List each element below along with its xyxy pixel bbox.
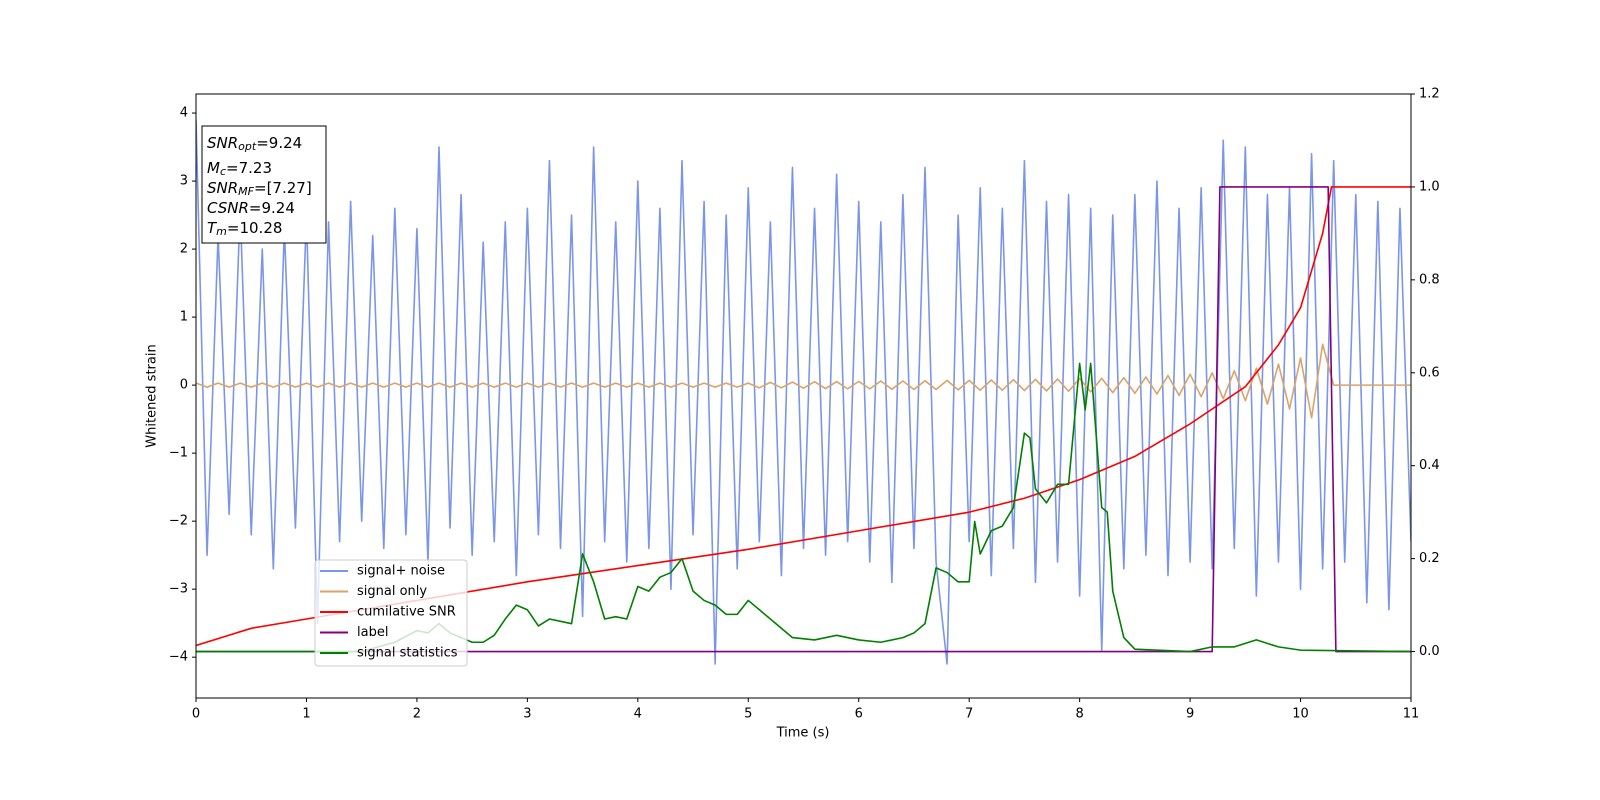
y-tick-label: −2 [169, 514, 188, 529]
x-tick-label: 3 [523, 707, 531, 722]
legend-label: label [357, 625, 388, 640]
annotation-symbol: SNR [207, 134, 238, 152]
x-tick-label: 4 [634, 707, 642, 722]
y2-tick-label: 1.0 [1419, 179, 1440, 194]
annotation-value: =9.24 [249, 199, 295, 217]
annotation-subscript: opt [238, 140, 257, 153]
x-tick-label: 1 [302, 707, 310, 722]
annotation: Tm=10.28 [207, 219, 282, 239]
series-line [196, 362, 1411, 653]
annotation-subscript: c [220, 165, 226, 178]
annotation-value: =[7.27] [254, 179, 312, 197]
legend: signal+ noise signal only cumilative SNR la… [314, 559, 468, 667]
y-tick-label: −4 [169, 650, 188, 665]
annotation: SNRopt=9.24 [207, 134, 302, 154]
y2-tick-label: 0.6 [1419, 365, 1440, 380]
legend-label: signal+ noise [357, 564, 445, 579]
y-tick-label: 0 [180, 378, 188, 393]
axes-frame [195, 93, 1412, 699]
annotation-symbol: M [207, 159, 220, 177]
annotation-value: =7.23 [226, 159, 272, 177]
legend-frame [314, 559, 468, 667]
series-line [196, 119, 1411, 665]
annotation-value: =9.24 [256, 134, 302, 152]
legend-label: signal statistics [357, 646, 458, 661]
annotation-subscript: MF [238, 185, 254, 198]
annotation-symbol: T [207, 219, 218, 237]
annotation-symbol: SNR [207, 179, 238, 197]
x-tick-label: 5 [744, 707, 752, 722]
x-tick-label: 7 [965, 707, 973, 722]
y-axis-label: Whitened strain [145, 344, 160, 447]
legend-label: signal only [357, 584, 427, 599]
y-tick-label: −1 [169, 446, 188, 461]
x-tick-label: 0 [192, 707, 200, 722]
y-tick-label: 2 [180, 242, 188, 257]
annotation: Mc=7.23 [207, 159, 272, 179]
x-tick-label: 8 [1075, 707, 1083, 722]
annotation: CSNR=9.24 [207, 199, 295, 217]
y-tick-label: −3 [169, 582, 188, 597]
annotation: SNRMF=[7.27] [207, 179, 312, 199]
y2-tick-label: 1.2 [1419, 87, 1440, 102]
x-tick-label: 11 [1403, 707, 1420, 722]
annotation-box: SNRopt=9.24Mc=7.23SNRMF=[7.27]CSNR=9.24T… [201, 125, 327, 244]
y-tick-label: 1 [180, 310, 188, 325]
x-axis-label: Time (s) [776, 726, 830, 741]
y2-tick-label: 0.8 [1419, 272, 1440, 287]
y-tick-label: 4 [180, 106, 188, 121]
x-tick-label: 6 [855, 707, 863, 722]
annotation-value: =10.28 [227, 219, 283, 237]
x-tick-label: 10 [1292, 707, 1309, 722]
annotation-symbol: CSNR [207, 199, 249, 217]
annotation-frame [201, 125, 327, 244]
y2-tick-label: 0.2 [1419, 551, 1440, 566]
y2-tick-label: 0.0 [1419, 644, 1440, 659]
annotation-subscript: m [216, 225, 227, 238]
x-tick-label: 2 [413, 707, 421, 722]
y-tick-label: 3 [180, 174, 188, 189]
series-line [196, 343, 1411, 419]
y2-tick-label: 0.4 [1419, 458, 1440, 473]
legend-label: cumilative SNR [357, 605, 456, 620]
x-tick-label: 9 [1186, 707, 1194, 722]
